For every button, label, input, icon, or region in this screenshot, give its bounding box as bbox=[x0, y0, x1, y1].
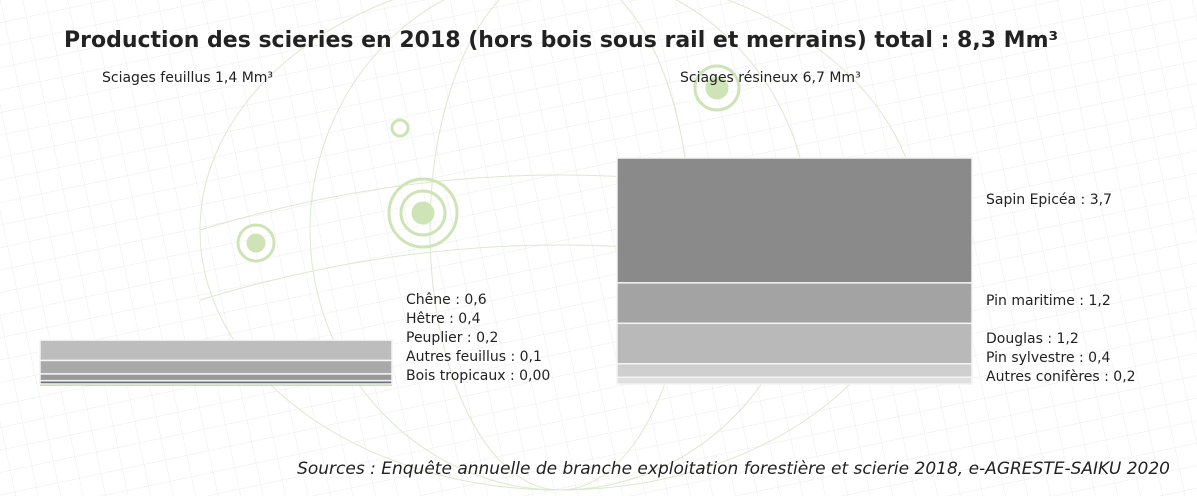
value-label: Pin maritime : 1,2 bbox=[986, 293, 1111, 309]
bar-segment bbox=[616, 376, 973, 385]
value-label: Sapin Epicéa : 3,7 bbox=[986, 192, 1112, 208]
value-label: Chêne : 0,6 bbox=[406, 292, 487, 308]
bar-segment bbox=[39, 339, 393, 362]
value-label: Douglas : 1,2 bbox=[986, 331, 1079, 347]
value-label: Peuplier : 0,2 bbox=[406, 330, 498, 346]
bar-segment bbox=[39, 373, 393, 382]
bar-segment bbox=[39, 359, 393, 375]
value-label: Autres feuillus : 0,1 bbox=[406, 349, 542, 365]
value-label: Hêtre : 0,4 bbox=[406, 311, 481, 327]
bar-segment bbox=[616, 363, 973, 379]
bar-segment bbox=[616, 322, 973, 365]
source: Sources : Enquête annuelle de branche ex… bbox=[297, 459, 1170, 479]
bar-segment bbox=[616, 157, 973, 284]
title: Production des scieries en 2018 (hors bo… bbox=[64, 28, 1058, 53]
value-label: Bois tropicaux : 0,00 bbox=[406, 368, 550, 384]
chart-subtitle: Sciages résineux 6,7 Mm³ bbox=[680, 70, 861, 86]
chart-subtitle: Sciages feuillus 1,4 Mm³ bbox=[102, 70, 273, 86]
value-label: Pin sylvestre : 0,4 bbox=[986, 350, 1111, 366]
value-label: Autres conifères : 0,2 bbox=[986, 369, 1136, 385]
bar-segment bbox=[616, 282, 973, 325]
